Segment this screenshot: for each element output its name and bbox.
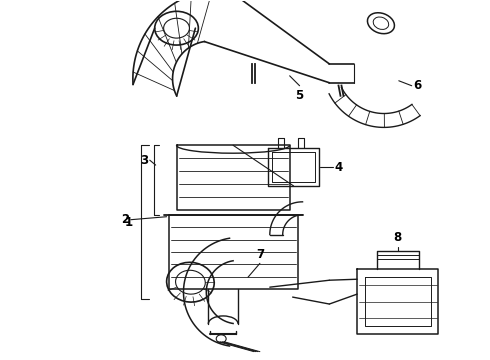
Text: 4: 4 <box>334 161 343 174</box>
Text: 3: 3 <box>141 154 149 167</box>
Text: 5: 5 <box>295 89 304 102</box>
Text: 8: 8 <box>393 231 402 244</box>
Text: 2: 2 <box>121 213 129 226</box>
Text: 1: 1 <box>125 216 133 229</box>
Text: 6: 6 <box>414 79 422 92</box>
Text: 7: 7 <box>256 248 264 261</box>
